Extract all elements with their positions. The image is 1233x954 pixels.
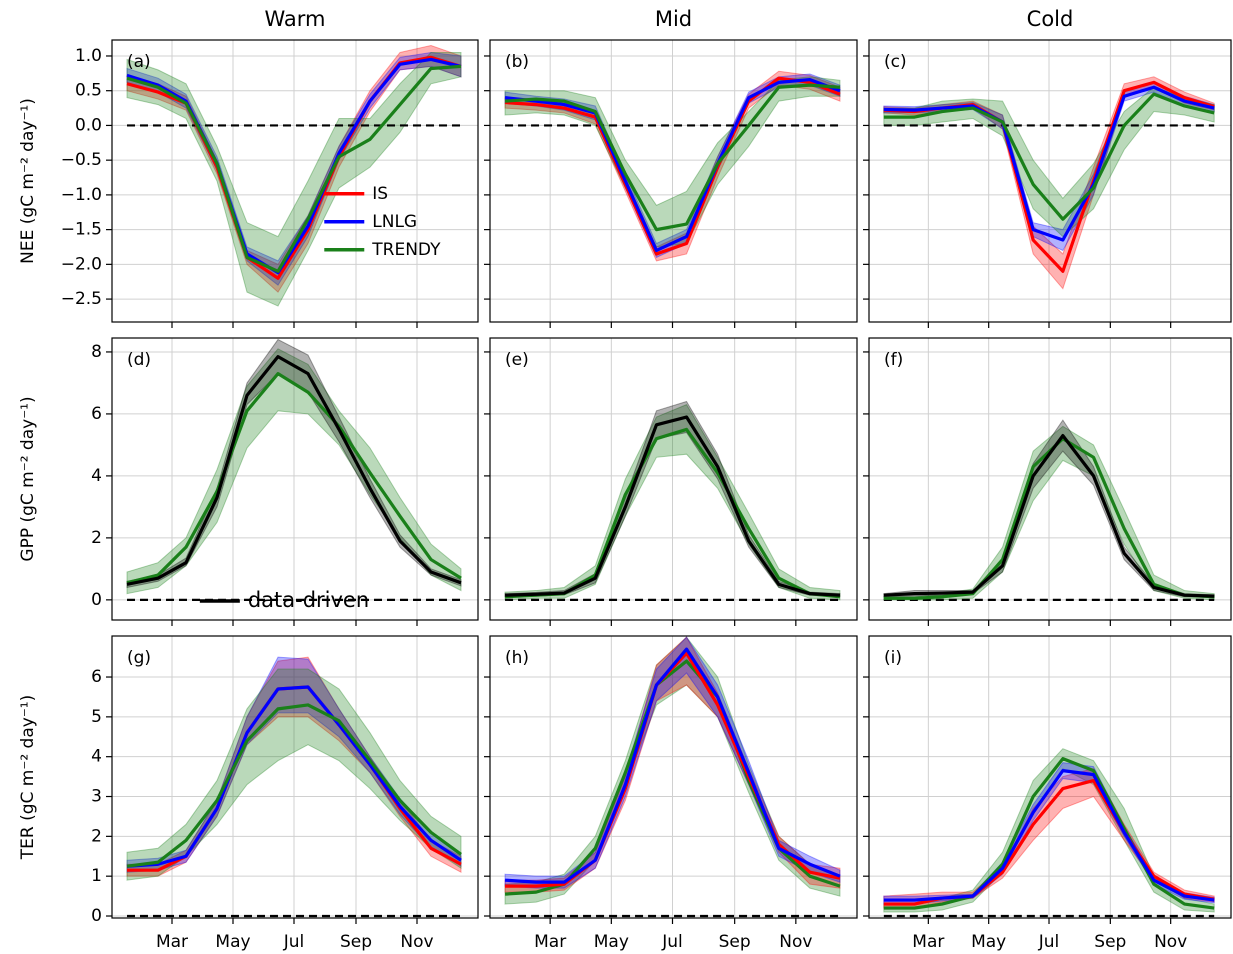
series-line [883,757,1215,910]
panel-label: (g) [127,648,151,668]
series-line [126,703,462,868]
series-line [883,92,1215,221]
series-line [126,685,462,868]
y-tick-label: 2 [91,528,102,548]
y-tick-label: −0.5 [61,150,102,170]
panel-frame [111,39,479,323]
y-tick-label: 0 [91,906,102,926]
series-line [883,85,1215,242]
uncertainty-band [126,338,462,589]
column-title: Mid [655,7,692,31]
x-tick-label: Mar [912,932,944,952]
panel-frame [489,337,858,621]
x-tick-label: May [215,932,250,952]
uncertainty-band [126,52,462,307]
panel-frame [489,39,858,323]
panel-label: (a) [127,52,151,72]
panel: (b) Mid [484,7,858,328]
panel-label: (d) [127,350,151,370]
y-axis-label: NEE (gC m⁻² day⁻¹) [18,98,38,264]
panel-label: (i) [884,648,902,668]
series-line [504,83,841,232]
x-tick-label: Jul [283,932,305,952]
x-tick-label: Jul [661,932,683,952]
panel: −2.5 −2.0 −1.5 −1.0 −0.5 0.0 0.5 1.0 (a) Warm NEE … [18,7,479,328]
series-line [504,415,841,597]
panel-label: (e) [505,350,529,370]
column-title: Warm [264,7,325,31]
panel-frame [489,635,858,919]
panel-label: (h) [505,648,529,668]
y-tick-label: 6 [91,404,102,424]
x-tick-label: May [971,932,1006,952]
series-line [504,76,841,256]
y-tick-label: 1 [91,866,102,886]
series-line [126,354,462,586]
x-tick-label: Nov [400,932,433,952]
x-tick-label: Sep [1094,932,1126,952]
series-line [126,57,462,275]
y-axis-label: GPP (gC m⁻² day⁻¹) [18,396,38,561]
y-tick-label: 4 [91,466,102,486]
y-tick-label: −2.0 [61,254,102,274]
panel-frame [868,39,1232,323]
legend-label: IS [372,184,388,204]
series-line [883,769,1215,902]
legend-label: data-driven [248,588,369,612]
x-tick-label: Mar [156,932,188,952]
panel-frame [868,337,1232,621]
y-tick-label: 0 [91,590,102,610]
y-tick-label: 4 [91,747,102,767]
y-tick-label: −1.0 [61,185,102,205]
y-tick-label: 2 [91,826,102,846]
panel: (c) Cold [863,7,1232,328]
x-tick-label: Nov [1154,932,1187,952]
y-tick-label: −1.5 [61,220,102,240]
x-tick-label: Jul [1038,932,1060,952]
y-axis-label: TER (gC m⁻² day⁻¹) [18,695,38,860]
y-tick-label: 1.0 [75,46,102,66]
y-tick-label: −2.5 [61,289,102,309]
x-tick-label: Nov [779,932,812,952]
x-tick-label: Sep [340,932,372,952]
panel: (f) [863,337,1232,626]
y-tick-label: 5 [91,707,102,727]
column-title: Cold [1027,7,1074,31]
panel: Mar May Jul Sep Nov 0 1 2 3 4 5 6 (g) TER (gC m⁻² day… [18,635,479,952]
series-line [126,64,462,273]
panel: Mar May Jul Sep Nov (h) [484,635,858,952]
panel-label: (c) [884,52,907,72]
panel-label: (f) [884,350,903,370]
y-tick-label: 3 [91,787,102,807]
legend-label: TRENDY [371,240,441,260]
y-tick-label: 0.0 [75,115,102,135]
panel-frame [111,635,479,919]
uncertainty-band [504,76,841,248]
panel: Mar May Jul Sep Nov (i) [863,635,1232,952]
uncertainty-band [126,668,462,881]
y-tick-label: 8 [91,342,102,362]
series-line [883,434,1215,598]
panel-frame [868,635,1232,919]
panel: 0 2 4 6 8 (d) GPP (gC m⁻² day⁻¹) data-driven [18,337,479,626]
x-tick-label: Sep [719,932,751,952]
panel-frame [111,337,479,621]
x-tick-label: May [594,932,629,952]
x-tick-label: Mar [534,932,566,952]
series-line [504,647,841,884]
panel: (e) [484,337,858,626]
panel-label: (b) [505,52,529,72]
series-line [504,77,841,253]
y-tick-label: 0.5 [75,81,102,101]
y-tick-label: 6 [91,667,102,687]
series-line [883,437,1215,600]
series-line [126,372,462,585]
legend-label: LNLG [372,212,417,232]
